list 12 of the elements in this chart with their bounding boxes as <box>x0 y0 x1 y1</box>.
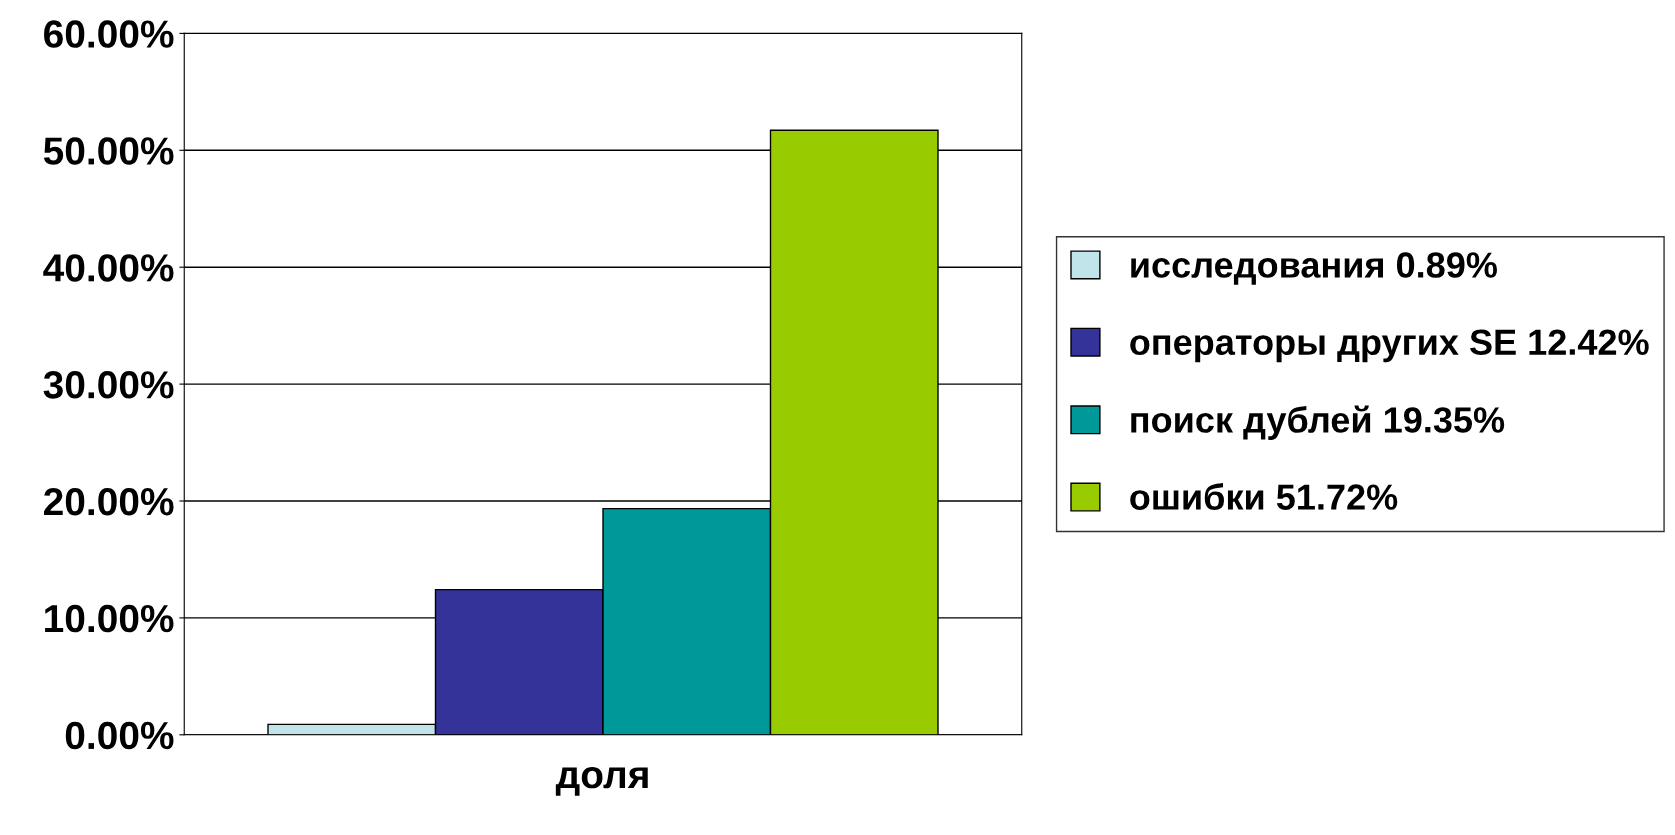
legend-label: операторы других SE 12.42% <box>1130 329 1649 363</box>
legend-label: поиск дублей 19.35% <box>1131 405 1505 440</box>
legend-label: исследования 0.89% <box>1131 252 1497 285</box>
y-tick-label: 10.00% <box>45 604 174 633</box>
y-tick-label: 50.00% <box>43 137 174 165</box>
y-tick-label: 20.00% <box>43 487 174 516</box>
legend-label: ошибки 51.72% <box>1130 483 1398 510</box>
y-tick-label: 60.00% <box>44 20 174 48</box>
x-tick-label: доля <box>555 767 648 796</box>
y-tick-label: 30.00% <box>43 371 174 399</box>
y-tick-label: 0.00% <box>65 721 174 750</box>
y-tick-label: 40.00% <box>43 254 174 282</box>
